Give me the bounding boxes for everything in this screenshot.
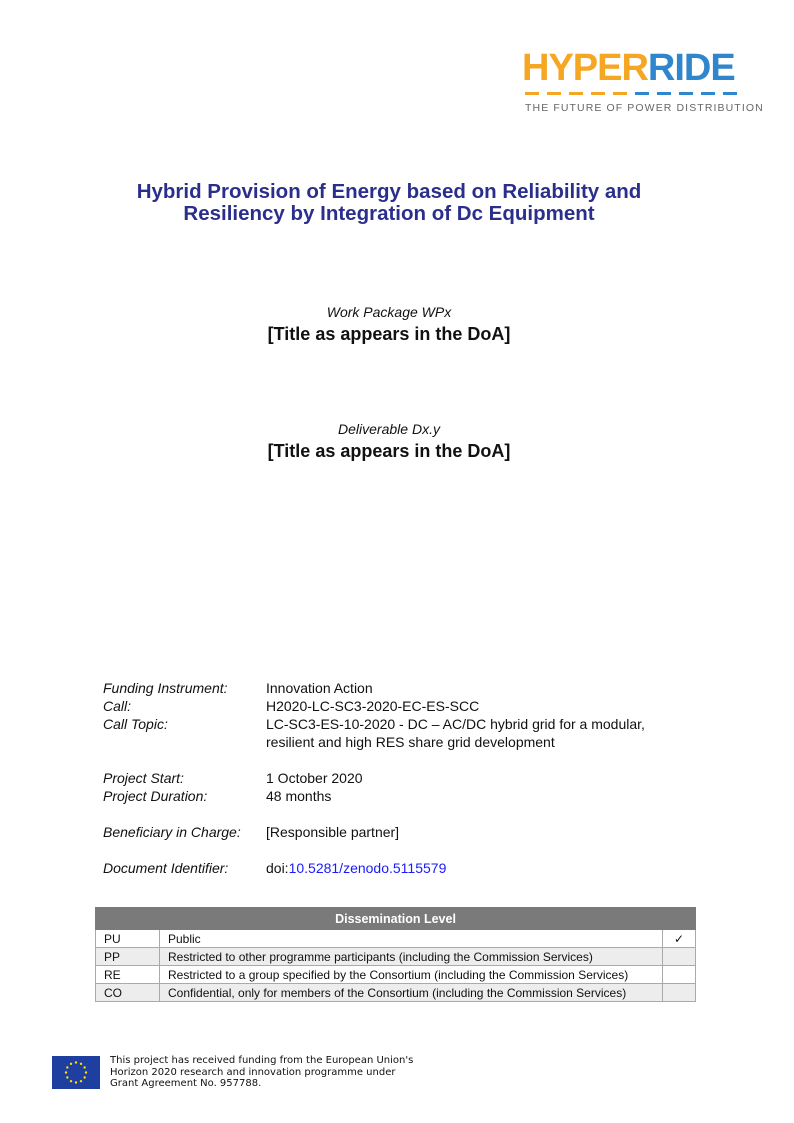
topic-label: Call Topic: [103, 716, 168, 732]
funding-notice-line-3: Grant Agreement No. 957788. [110, 1078, 262, 1089]
row-code: PU [95, 929, 160, 948]
eu-star [74, 1081, 78, 1084]
eu-star [69, 1062, 73, 1066]
row-desc: Restricted to a group specified by the C… [159, 965, 663, 984]
eu-star [83, 1076, 86, 1079]
logo-dash [657, 92, 671, 95]
work-package-title: [Title as appears in the DoA] [267, 324, 511, 344]
beneficiary-label: Beneficiary in Charge: [103, 824, 241, 840]
work-package-label: Work Package WPx [326, 304, 452, 320]
row-code: RE [95, 965, 160, 984]
table-row: PU Public ✓ [95, 929, 696, 948]
logo-dash [569, 92, 583, 95]
eu-star [66, 1066, 69, 1069]
row-mark [662, 947, 696, 966]
funding-notice: This project has received funding from t… [110, 1055, 413, 1090]
row-desc: Public [159, 929, 663, 948]
doi-link[interactable]: 10.5281/zenodo.5115579 [288, 860, 447, 876]
eu-flag-icon [52, 1056, 100, 1089]
eu-star [79, 1079, 83, 1083]
title-line-2: Resiliency by Integration of Dc Equipmen… [183, 202, 595, 225]
eu-star [66, 1076, 69, 1079]
beneficiary-value: [Responsible partner] [266, 824, 400, 840]
eu-star [64, 1071, 68, 1074]
table-row: PP Restricted to other programme particip… [95, 947, 696, 966]
hyperride-logo: HYPERRIDE THE FUTURE OF POWER DISTRIBUTI… [522, 47, 763, 118]
docid-value: doi:10.5281/zenodo.5115579 [266, 860, 446, 876]
deliverable-label: Deliverable Dx.y [338, 421, 440, 437]
docid-label: Document Identifier: [103, 860, 229, 876]
table-row: RE Restricted to a group specified by the… [95, 965, 696, 984]
project-title: Hybrid Provision of Energy based on Reli… [0, 181, 778, 225]
row-code: CO [95, 983, 160, 1002]
topic-value-2: resilient and high RES share grid develo… [266, 734, 555, 750]
row-mark [662, 983, 696, 1002]
call-value: H2020-LC-SC3-2020-EC-ES-SCC [266, 698, 480, 714]
start-label: Project Start: [103, 770, 184, 786]
eu-star [79, 1062, 83, 1066]
duration-label: Project Duration: [103, 788, 208, 804]
row-desc: Confidential, only for members of the Co… [159, 983, 663, 1002]
call-label: Call: [103, 698, 132, 714]
title-line-1: Hybrid Provision of Energy based on Reli… [136, 180, 642, 203]
logo-dash [679, 92, 693, 95]
row-code: PP [95, 947, 160, 966]
logo-tagline: THE FUTURE OF POWER DISTRIBUTION [525, 102, 764, 114]
logo-dash [613, 92, 627, 95]
duration-value: 48 months [266, 788, 332, 804]
eu-star [74, 1061, 78, 1064]
dissemination-header: Dissemination Level [95, 907, 696, 930]
logo-dash [525, 92, 539, 95]
start-value: 1 October 2020 [266, 770, 363, 786]
funding-notice-line-1: This project has received funding from t… [110, 1055, 414, 1066]
table-row: CO Confidential, only for members of the … [95, 983, 696, 1002]
eu-star [83, 1066, 86, 1069]
funding-value: Innovation Action [266, 680, 373, 696]
logo-dash [635, 92, 649, 95]
logo-dash [547, 92, 561, 95]
funding-notice-line-2: Horizon 2020 research and innovation pro… [110, 1066, 396, 1078]
logo-dash [591, 92, 605, 95]
logo-dash [701, 92, 715, 95]
logo-dash [723, 92, 737, 95]
funding-label: Funding Instrument: [103, 680, 228, 696]
logo-word-ride: RIDE [647, 47, 736, 89]
check-icon: ✓ [662, 929, 696, 948]
eu-star [69, 1079, 73, 1083]
deliverable-title: [Title as appears in the DoA] [267, 441, 511, 461]
logo-word-hyper: HYPER [522, 47, 649, 89]
row-desc: Restricted to other programme participan… [159, 947, 663, 966]
topic-value-1: LC-SC3-ES-10-2020 - DC – AC/DC hybrid gr… [266, 716, 645, 732]
dissemination-table: Dissemination Level PU Public ✓ PP Restrict… [95, 907, 696, 1002]
docid-prefix: doi: [266, 860, 289, 876]
eu-star [84, 1071, 88, 1074]
row-mark [662, 965, 696, 984]
